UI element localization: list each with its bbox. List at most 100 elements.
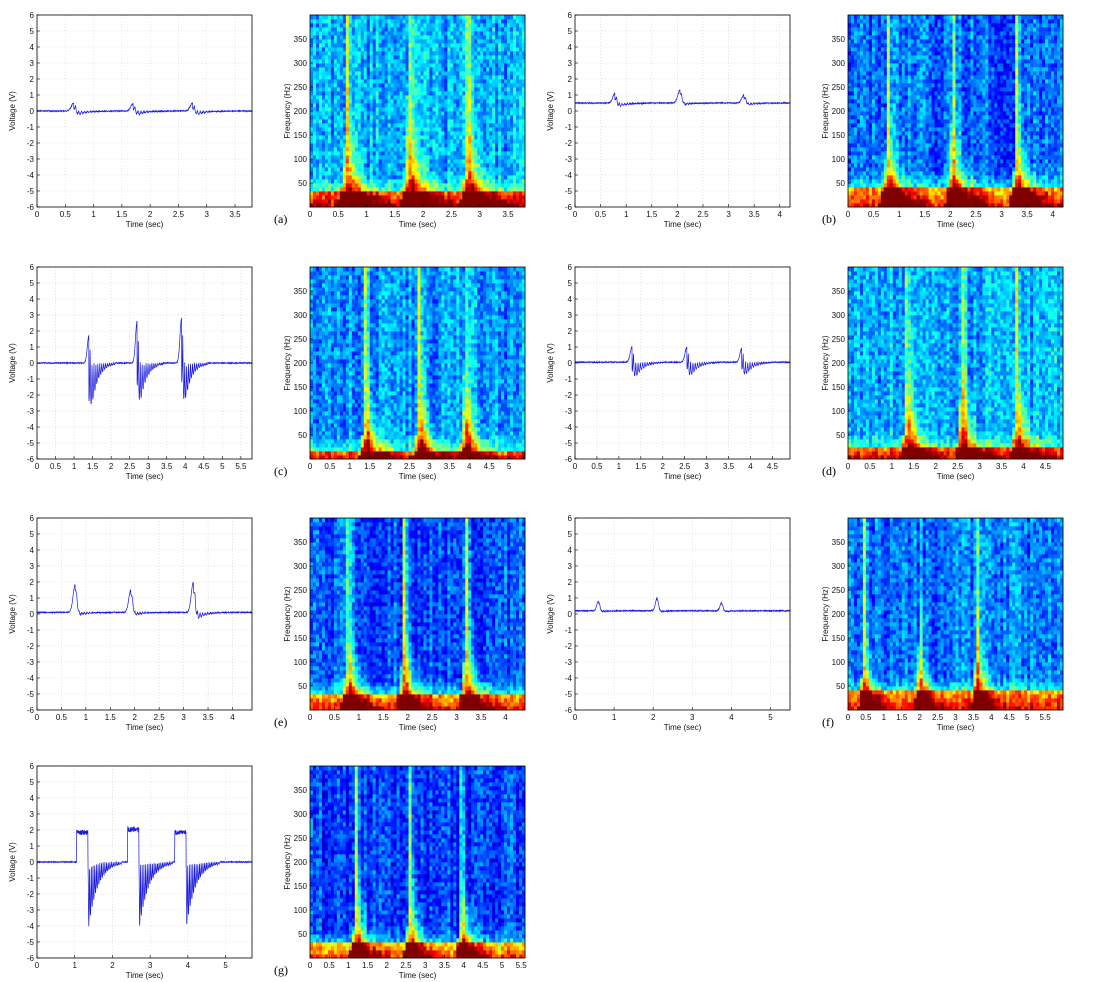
spectrogram-cell: [880, 127, 885, 132]
spectrogram-cell: [848, 95, 852, 100]
spectrogram-cell: [408, 55, 412, 60]
spectrogram-cell: [925, 47, 930, 52]
spectrogram-cell: [438, 131, 442, 136]
spectrogram-cell: [459, 39, 463, 44]
spectrogram-cell: [450, 43, 454, 48]
spectrogram-cell: [366, 67, 371, 72]
spectrogram-cell: [859, 51, 864, 56]
x-axis-label: Time (sec): [664, 220, 702, 229]
spectrogram-cell: [312, 71, 317, 76]
spectrogram-cell: [402, 123, 406, 128]
spectrogram-cell: [892, 43, 897, 48]
spectrogram-cell: [393, 163, 397, 168]
y-tick-label: 6: [30, 11, 35, 20]
spectrogram-cell: [489, 91, 493, 96]
spectrogram-cell: [916, 111, 921, 116]
spectrogram-cell: [348, 43, 353, 48]
spectrogram-cell: [333, 71, 338, 76]
spectrogram-cell: [321, 15, 326, 20]
spectrogram-cell: [342, 39, 347, 44]
spectrogram-cell: [471, 39, 475, 44]
spectrogram-cell: [336, 95, 341, 100]
spectrogram-cell: [483, 115, 487, 120]
spectrogram-cell: [390, 147, 395, 152]
spectrogram-cell: [507, 147, 511, 152]
spectrogram-cell: [868, 187, 873, 192]
spectrogram-cell: [853, 91, 858, 96]
spectrogram-cell: [387, 179, 392, 184]
spectrogram-cell: [357, 43, 362, 48]
spectrogram-cell: [429, 39, 433, 44]
spectrogram-cell: [522, 135, 526, 140]
spectrogram-cell: [390, 95, 395, 100]
spectrogram-cell: [848, 159, 852, 164]
spectrogram-cell: [513, 167, 517, 172]
spectrogram-cell: [883, 143, 888, 148]
spectrogram-cell: [426, 91, 430, 96]
spectrogram-cell: [411, 163, 415, 168]
spectrogram-cell: [342, 163, 347, 168]
spectrogram-cell: [423, 83, 427, 88]
spectrogram-cell: [883, 31, 888, 36]
spectrogram-cell: [339, 123, 344, 128]
spectrogram-cell: [901, 63, 906, 68]
spectrogram-cell: [435, 95, 439, 100]
spectrogram-cell: [856, 75, 861, 80]
spectrogram-cell: [889, 47, 894, 52]
spectrogram-cell: [426, 83, 430, 88]
spectrogram-cell: [381, 199, 386, 204]
spectrogram-cell: [862, 23, 867, 28]
spectrogram-cell: [868, 183, 873, 188]
spectrogram-cell: [378, 107, 383, 112]
spectrogram-cell: [312, 143, 317, 148]
spectrogram-cell: [522, 139, 526, 144]
spectrogram-cell: [363, 43, 368, 48]
spectrogram-cell: [432, 63, 436, 68]
spectrogram-cell: [321, 171, 326, 176]
spectrogram-cell: [384, 103, 389, 108]
y-tick-label: 1: [568, 91, 573, 100]
spectrogram-cell: [396, 115, 400, 120]
spectrogram-cell: [498, 139, 502, 144]
spectrogram-cell: [423, 167, 427, 172]
spectrogram-cell: [423, 15, 427, 20]
spectrogram-cell: [384, 191, 389, 196]
spectrogram-cell: [432, 191, 436, 196]
spectrogram-cell: [895, 15, 900, 20]
spectrogram-cell: [351, 35, 356, 40]
spectrogram-cell: [904, 139, 909, 144]
spectrogram-cell: [450, 191, 454, 196]
spectrogram-cell: [372, 171, 377, 176]
spectrogram-cell: [889, 127, 894, 132]
spectrogram-cell: [351, 47, 356, 52]
spectrogram-cell: [848, 31, 852, 36]
spectrogram-cell: [345, 87, 350, 92]
spectrogram-cell: [354, 83, 359, 88]
spectrogram-cell: [393, 87, 397, 92]
spectrogram-cell: [483, 111, 487, 116]
spectrogram-cell: [498, 39, 502, 44]
spectrogram-cell: [468, 75, 472, 80]
spectrogram-cell: [315, 67, 320, 72]
spectrogram-cell: [381, 195, 386, 200]
spectrogram-cell: [375, 23, 380, 28]
spectrogram-cell: [486, 95, 490, 100]
spectrogram-cell: [423, 75, 427, 80]
spectrogram-cell: [480, 127, 484, 132]
spectrogram-cell: [865, 107, 870, 112]
spectrogram-cell: [928, 171, 933, 176]
spectrogram-cell: [928, 43, 933, 48]
spectrogram-cell: [471, 111, 475, 116]
spectrogram-cell: [360, 183, 365, 188]
spectrogram-cell: [513, 55, 517, 60]
spectrogram-cell: [477, 123, 481, 128]
spectrogram-cell: [507, 195, 511, 200]
spectrogram-cell: [474, 203, 478, 208]
x-tick-label: 3: [726, 210, 731, 219]
spectrogram-cell: [363, 123, 368, 128]
spectrogram-cell: [375, 203, 380, 208]
spectrogram-cell: [333, 67, 338, 72]
spectrogram-cell: [895, 195, 900, 200]
spectrogram-cell: [880, 107, 885, 112]
spectrogram-cell: [363, 39, 368, 44]
